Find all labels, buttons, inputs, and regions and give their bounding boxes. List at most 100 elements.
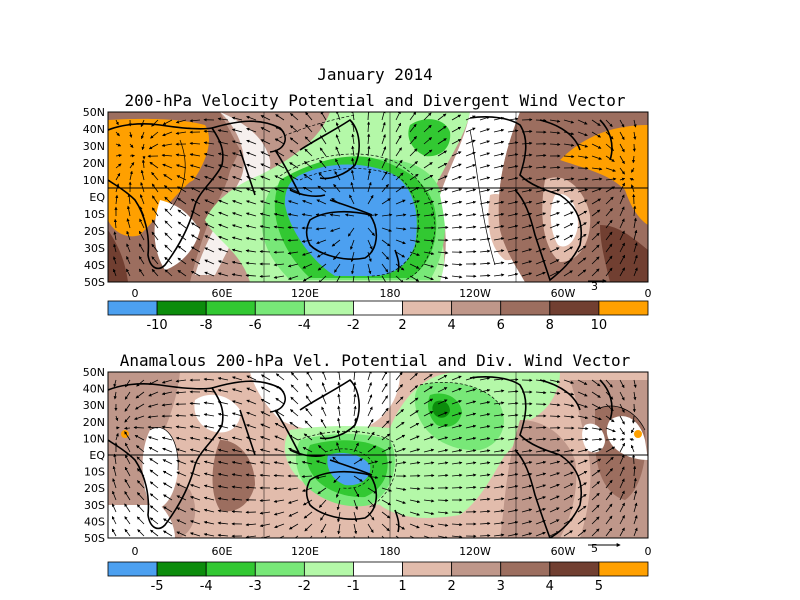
wind-vector: [138, 230, 145, 241]
wind-vector: [317, 487, 327, 495]
colorbar-swatch: [402, 300, 453, 316]
wind-vector: [591, 448, 602, 453]
wind-vector: [549, 235, 560, 241]
wind-vector: [437, 399, 448, 405]
wind-vector: [161, 143, 173, 147]
wind-vector: [409, 385, 419, 393]
wind-vector: [245, 461, 257, 465]
wind-vector: [521, 272, 533, 277]
wind-vector: [161, 436, 173, 441]
colorbar-swatch: [254, 561, 305, 577]
wind-vector: [217, 424, 229, 429]
wind-vector: [203, 377, 215, 381]
wind-vector: [302, 199, 313, 205]
wind-vector: [163, 494, 173, 501]
wind-vector: [149, 481, 159, 489]
wind-vector: [273, 448, 285, 453]
wind-vector: [577, 233, 587, 241]
wind-vector: [290, 396, 299, 405]
wind-vector: [288, 187, 299, 193]
wind-vector: [577, 269, 587, 277]
wind-vector: [591, 187, 602, 193]
wind-vector: [591, 415, 602, 421]
wind-vector: [605, 427, 616, 433]
wind-vector: [437, 374, 448, 381]
wind-vector: [274, 422, 285, 429]
wind-vector: [274, 175, 285, 181]
wind-vector: [288, 523, 299, 530]
wind-vector: [395, 535, 400, 538]
wind-vector: [190, 175, 201, 181]
wind-vector: [437, 473, 449, 478]
wind-vector: [479, 188, 491, 193]
panel1-x-ticks: 0 60E 120E 180 120W 60W 0: [132, 287, 652, 300]
wind-vector: [633, 254, 638, 265]
wind-vector: [465, 485, 477, 489]
wind-vector: [563, 270, 573, 277]
wind-vector: [521, 520, 533, 525]
wind-vector: [218, 187, 229, 193]
wind-vector: [189, 532, 201, 537]
wind-vector: [591, 427, 603, 431]
wind-vector: [591, 528, 600, 537]
wind-vector: [605, 446, 616, 453]
wind-vector: [335, 275, 341, 282]
colorbar-swatch: [303, 561, 354, 577]
wind-vector: [437, 251, 449, 255]
wind-vector: [175, 413, 187, 418]
wind-vector: [633, 490, 638, 501]
wind-vector: [175, 425, 187, 429]
wind-vector: [493, 164, 505, 169]
wind-vector: [465, 164, 476, 169]
wind-vector: [320, 418, 327, 429]
wind-vector: [605, 167, 616, 172]
wind-vector: [409, 112, 417, 121]
wind-vector: [381, 420, 390, 429]
x-tick-label: 120W: [459, 287, 491, 300]
colorbar-swatch: [205, 300, 256, 316]
wind-vector: [260, 386, 271, 393]
wind-vector: [479, 140, 491, 145]
wind-vector: [563, 246, 574, 253]
wind-vector: [140, 169, 145, 181]
wind-vector: [133, 425, 145, 430]
wind-vector: [395, 134, 402, 145]
wind-vector: [493, 389, 505, 393]
wind-vector: [577, 199, 588, 205]
wind-vector: [347, 227, 355, 237]
wind-vector: [337, 372, 341, 381]
colorbar-label: -3: [249, 579, 262, 594]
wind-vector: [126, 255, 131, 265]
wind-vector: [217, 272, 229, 277]
wind-vector: [605, 479, 613, 489]
wind-vector: [245, 273, 257, 278]
wind-vector: [259, 461, 271, 465]
wind-vector: [301, 239, 313, 243]
wind-vector: [423, 398, 434, 405]
wind-vector: [303, 173, 313, 181]
wind-vector: [289, 149, 299, 157]
wind-vector: [161, 379, 173, 384]
wind-vector: [479, 237, 491, 241]
wind-vector: [437, 163, 448, 169]
wind-vector: [126, 205, 131, 217]
wind-vector: [521, 200, 533, 205]
wind-vector: [423, 373, 433, 381]
wind-vector: [591, 177, 603, 181]
wind-vector: [633, 131, 637, 140]
wind-vector: [479, 425, 491, 429]
wind-vector: [138, 243, 145, 253]
wind-vector: [577, 177, 589, 181]
wind-vector: [577, 470, 588, 477]
wind-vector: [549, 483, 560, 489]
wind-vector: [465, 213, 477, 217]
wind-vector: [231, 224, 243, 229]
wind-vector: [381, 535, 385, 538]
colorbar-label: 2: [447, 579, 455, 594]
wind-vector: [619, 194, 625, 205]
wind-vector: [451, 200, 463, 205]
wind-vector: [175, 131, 187, 135]
wind-vector: [409, 200, 420, 205]
colorbar-swatch: [402, 561, 453, 577]
wind-vector: [409, 422, 420, 429]
